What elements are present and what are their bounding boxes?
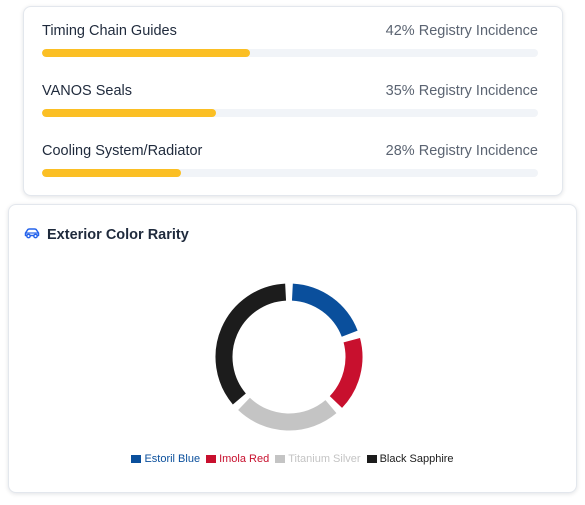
exterior-color-card: Exterior Color Rarity — [8, 204, 577, 493]
issue-percent: 35% Registry Incidence — [385, 83, 538, 99]
legend-swatch — [366, 455, 377, 463]
legend-item-imola-red[interactable]: Imola Red — [206, 453, 269, 465]
legend-label: Imola Red — [219, 453, 270, 465]
issue-percent: 28% Registry Incidence — [385, 143, 538, 159]
legend-item-titanium-silver[interactable]: Titanium Silver — [275, 453, 361, 465]
donut-slice-estoril-blue[interactable] — [291, 283, 358, 338]
issue-progress-track — [42, 169, 538, 177]
issue-name: Timing Chain Guides — [42, 23, 177, 39]
legend-item-estoril-blue[interactable]: Estoril Blue — [131, 453, 200, 465]
color-donut-chart — [215, 283, 363, 431]
legend-label: Black Sapphire — [379, 453, 454, 465]
car-icon — [24, 226, 40, 244]
card-title: Exterior Color Rarity — [47, 227, 189, 243]
issue-percent: 42% Registry Incidence — [385, 23, 538, 39]
card-header: Exterior Color Rarity — [24, 226, 189, 244]
issue-progress-fill — [42, 109, 216, 117]
issue-name: Cooling System/Radiator — [42, 143, 203, 159]
issue-progress-track — [42, 109, 538, 117]
legend-swatch — [206, 455, 217, 463]
issue-progress-fill — [42, 49, 251, 57]
legend-label: Titanium Silver — [288, 453, 361, 465]
legend-item-black-sapphire[interactable]: Black Sapphire — [366, 453, 454, 465]
donut-slice-titanium-silver[interactable] — [238, 397, 337, 431]
issue-progress-track — [42, 49, 538, 57]
legend-swatch — [131, 455, 142, 463]
common-issues-card: Timing Chain Guides 42% Registry Inciden… — [23, 6, 563, 196]
chart-legend: Estoril Blue Imola Red Titanium Silver Blac… — [0, 453, 585, 465]
legend-swatch — [275, 455, 286, 463]
issue-name: VANOS Seals — [42, 83, 132, 99]
issue-progress-fill — [42, 169, 181, 177]
donut-slice-imola-red[interactable] — [329, 337, 363, 408]
donut-slice-black-sapphire[interactable] — [215, 283, 287, 405]
legend-label: Estoril Blue — [144, 453, 201, 465]
